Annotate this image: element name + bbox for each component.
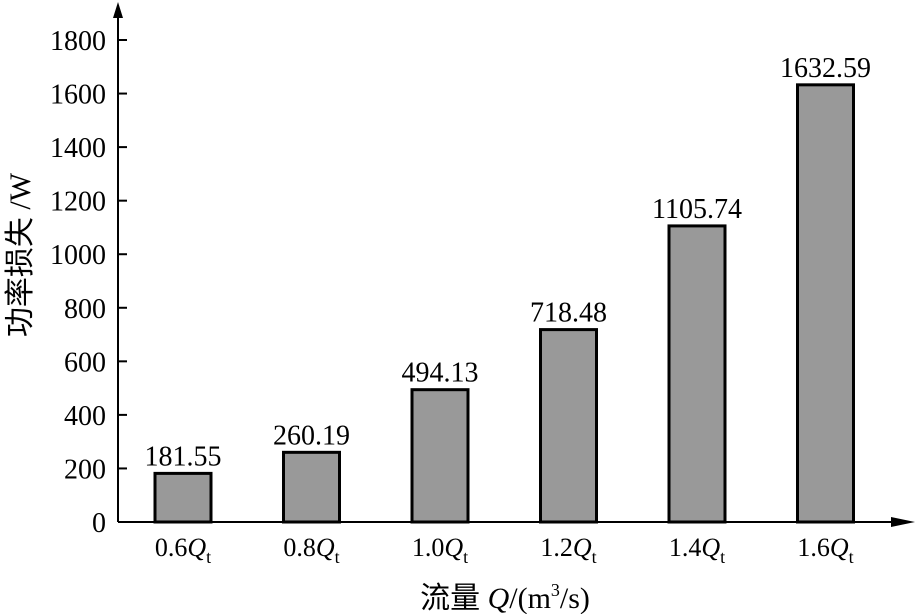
x-tick-label-symbol: Q [701, 533, 720, 562]
y-tick-label: 200 [64, 454, 106, 485]
y-tick-label: 400 [64, 401, 106, 432]
x-tick-label-subscript: t [592, 547, 597, 567]
bar [153, 471, 213, 524]
y-tick-label: 1000 [50, 240, 106, 271]
x-tick-label-symbol: Q [573, 533, 592, 562]
x-tick-label-subscript: t [206, 547, 211, 567]
x-tick-label-number: 1.4 [669, 533, 702, 562]
x-tick-label: 1.6Qt [797, 533, 853, 567]
x-tick-label: 1.4Qt [669, 533, 725, 567]
x-axis-title-mid: /(m [509, 582, 551, 614]
y-tick-labels: 0 200 400 600 800 1000 1200 1400 1600 1800 [50, 26, 106, 539]
data-label: 494.13 [402, 358, 479, 389]
x-tick-label: 0.6Qt [155, 533, 211, 567]
y-tick-label: 1800 [50, 26, 106, 57]
y-tick-label: 0 [92, 508, 106, 539]
x-tick-label-number: 0.8 [283, 533, 316, 562]
data-label: 1105.74 [652, 194, 742, 225]
bar [667, 224, 727, 524]
bars [153, 83, 855, 524]
x-axis-title: 流量 Q/(m3/s) [420, 580, 590, 614]
x-axis-title-suffix: /s) [560, 582, 590, 614]
y-tick-label: 1400 [50, 133, 106, 164]
data-label: 260.19 [273, 420, 350, 451]
x-tick-label-symbol: Q [444, 533, 463, 562]
data-label: 718.48 [530, 298, 607, 329]
x-axis-title-symbol: Q [488, 582, 510, 614]
axes [113, 2, 915, 527]
x-tick-label-number: 1.2 [540, 533, 573, 562]
y-axis-title: 功率损失 /W [4, 172, 37, 337]
x-tick-label-subscript: t [720, 547, 725, 567]
x-tick-label-symbol: Q [830, 533, 849, 562]
bar [282, 450, 341, 524]
data-label: 1632.59 [780, 53, 871, 84]
x-tick-label: 1.2Qt [540, 533, 596, 567]
y-tick-label: 1200 [50, 187, 106, 218]
bar [796, 83, 855, 524]
data-label: 181.55 [145, 441, 222, 472]
x-tick-label-number: 1.6 [797, 533, 830, 562]
x-tick-label-symbol: Q [187, 533, 206, 562]
y-tick-label: 1600 [50, 80, 106, 111]
x-tick-label-subscript: t [849, 547, 854, 567]
x-axis-title-sup: 3 [551, 580, 560, 600]
x-axis-title-prefix: 流量 [420, 582, 488, 614]
x-tick-label: 1.0Qt [412, 533, 468, 567]
data-labels: 181.55 260.19 494.13 718.48 1105.74 1632.59 [145, 53, 872, 473]
x-tick-label-subscript: t [463, 547, 468, 567]
x-tick-label: 0.8Qt [283, 533, 339, 567]
x-axis-arrow [891, 517, 915, 527]
x-tick-label-symbol: Q [316, 533, 335, 562]
y-tick-label: 800 [64, 294, 106, 325]
x-tick-label-number: 1.0 [412, 533, 445, 562]
y-axis-arrow [113, 2, 123, 18]
x-tick-label-number: 0.6 [155, 533, 188, 562]
bar [410, 388, 470, 524]
x-tick-labels: 0.6Qt 0.8Qt 1.0Qt 1.2Qt 1.4Qt 1.6Qt [155, 533, 854, 567]
x-tick-label-subscript: t [335, 547, 340, 567]
bar [539, 328, 598, 524]
y-tick-label: 600 [64, 347, 106, 378]
